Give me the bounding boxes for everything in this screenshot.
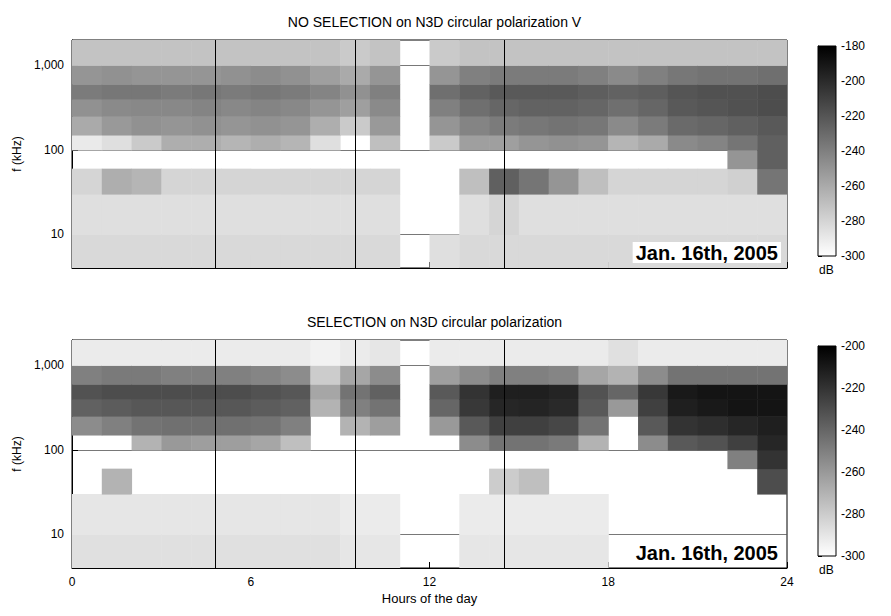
svg-text:-240: -240 xyxy=(841,144,865,158)
svg-text:24: 24 xyxy=(780,575,794,589)
svg-text:Jan. 16th, 2005: Jan. 16th, 2005 xyxy=(636,542,778,564)
svg-text:1,000: 1,000 xyxy=(34,58,64,72)
svg-text:f (kHz): f (kHz) xyxy=(10,436,24,471)
svg-text:Jan. 16th, 2005: Jan. 16th, 2005 xyxy=(636,242,778,264)
svg-text:-280: -280 xyxy=(841,507,865,521)
svg-text:12: 12 xyxy=(423,575,437,589)
svg-text:-180: -180 xyxy=(841,39,865,53)
svg-text:SELECTION on N3D circular pola: SELECTION on N3D circular polarization xyxy=(307,314,562,330)
svg-text:-220: -220 xyxy=(841,381,865,395)
svg-text:10: 10 xyxy=(51,527,65,541)
svg-text:18: 18 xyxy=(602,575,616,589)
svg-text:100: 100 xyxy=(44,443,64,457)
svg-text:NO SELECTION on N3D circular p: NO SELECTION on N3D circular polarizatio… xyxy=(288,14,582,30)
svg-text:Hours of the day: Hours of the day xyxy=(382,591,478,606)
svg-text:-200: -200 xyxy=(841,74,865,88)
svg-text:-280: -280 xyxy=(841,214,865,228)
svg-text:dB: dB xyxy=(819,563,834,577)
svg-text:-240: -240 xyxy=(841,423,865,437)
svg-text:0: 0 xyxy=(69,575,76,589)
svg-text:10: 10 xyxy=(51,227,65,241)
svg-text:100: 100 xyxy=(44,143,64,157)
svg-text:-260: -260 xyxy=(841,465,865,479)
svg-text:-260: -260 xyxy=(841,179,865,193)
svg-text:-220: -220 xyxy=(841,109,865,123)
svg-text:f (kHz): f (kHz) xyxy=(10,136,24,171)
svg-text:1,000: 1,000 xyxy=(34,358,64,372)
svg-text:dB: dB xyxy=(819,263,834,277)
svg-text:-300: -300 xyxy=(841,549,865,563)
svg-text:-300: -300 xyxy=(841,249,865,263)
svg-text:6: 6 xyxy=(247,575,254,589)
svg-text:-200: -200 xyxy=(841,339,865,353)
